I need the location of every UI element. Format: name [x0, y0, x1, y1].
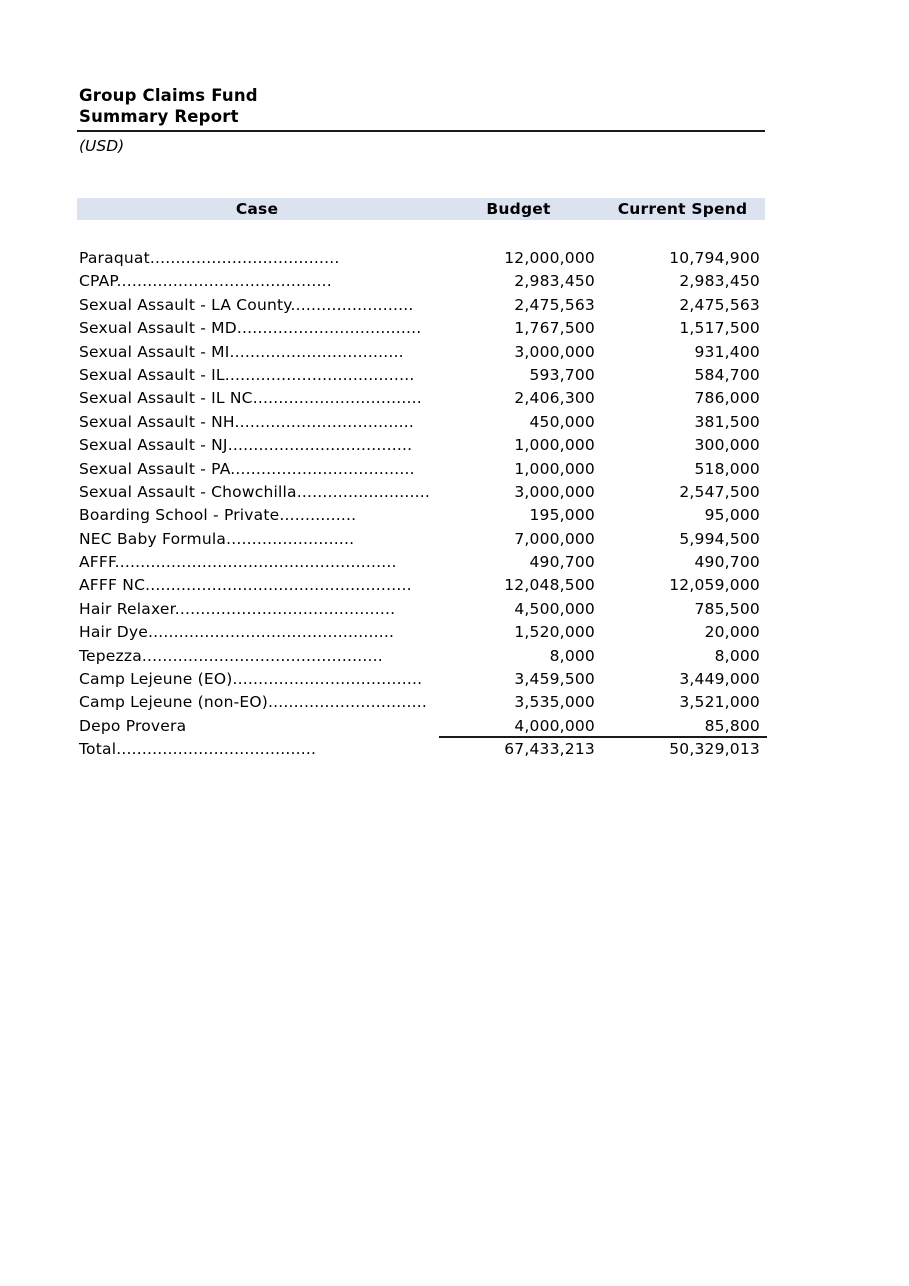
budget-cell: 2,475,563 [514, 295, 595, 314]
table-row: Hair Relaxer............................… [77, 598, 765, 621]
report-subtitle: Summary Report [79, 107, 239, 126]
current-spend-cell: 95,000 [704, 506, 760, 525]
case-cell: Tepezza.................................… [79, 646, 383, 665]
case-cell: Sexual Assault - Chowchilla.............… [79, 482, 431, 501]
table-row: Sexual Assault - MD.....................… [77, 317, 765, 340]
budget-cell: 3,535,000 [514, 693, 595, 712]
table-row: Sexual Assault - NJ.....................… [77, 434, 765, 457]
table-body: Paraquat................................… [77, 247, 767, 762]
case-cell: Sexual Assault - NJ.....................… [79, 436, 413, 455]
current-spend-cell: 2,475,563 [679, 295, 760, 314]
budget-cell: 4,000,000 [439, 715, 602, 739]
table-row: Hair Dye................................… [77, 621, 765, 644]
budget-cell: 1,000,000 [514, 459, 595, 478]
current-spend-cell: 584,700 [694, 365, 760, 384]
case-cell: Hair Dye................................… [79, 623, 395, 642]
current-spend-cell: 20,000 [704, 623, 760, 642]
budget-cell: 2,406,300 [514, 389, 595, 408]
budget-cell: 490,700 [529, 553, 595, 572]
table-row: AFFF NC.................................… [77, 574, 765, 597]
report-title-block: Group Claims Fund Summary Report [77, 85, 765, 132]
budget-cell: 3,459,500 [514, 670, 595, 689]
case-cell: Sexual Assault - IL.....................… [79, 365, 415, 384]
current-spend-cell: 381,500 [694, 412, 760, 431]
case-cell: Sexual Assault - MI.....................… [79, 342, 404, 361]
table-row: Camp Lejeune (EO).......................… [77, 668, 765, 691]
case-cell: Boarding School - Private............... [79, 506, 357, 525]
case-cell: Paraquat................................… [79, 249, 340, 267]
current-spend-cell: 785,500 [694, 599, 760, 618]
current-spend-cell: 3,521,000 [679, 693, 760, 712]
budget-cell: 3,000,000 [514, 482, 595, 501]
table-row: Sexual Assault - Chowchilla.............… [77, 481, 765, 504]
column-header-case: Case [235, 200, 279, 218]
case-cell: Total...................................… [79, 740, 317, 759]
table-row: Sexual Assault - PA.....................… [77, 458, 765, 481]
budget-cell: 195,000 [529, 506, 595, 525]
column-header-current-spend: Current Spend [617, 200, 748, 218]
current-spend-cell: 8,000 [714, 646, 760, 665]
table-row: Boarding School - Private...............… [77, 504, 765, 527]
case-cell: Sexual Assault - IL NC..................… [79, 389, 422, 408]
budget-cell: 12,048,500 [504, 576, 595, 595]
budget-cell: 7,000,000 [514, 529, 595, 548]
budget-cell: 4,500,000 [514, 599, 595, 618]
table-row: Camp Lejeune (non-EO)...................… [77, 691, 765, 714]
column-header-budget: Budget [486, 200, 551, 218]
case-cell: Sexual Assault - LA County..............… [79, 295, 414, 314]
case-cell: Sexual Assault - MD.....................… [79, 319, 422, 338]
currency-note: (USD) [79, 137, 125, 155]
table-row: Sexual Assault - IL.....................… [77, 364, 765, 387]
table-row: Tepezza.................................… [77, 645, 765, 668]
budget-cell: 1,000,000 [514, 436, 595, 455]
current-spend-cell: 50,329,013 [669, 740, 760, 759]
table-row: Sexual Assault - NH.....................… [77, 411, 765, 434]
current-spend-cell: 490,700 [694, 553, 760, 572]
budget-cell: 8,000 [549, 646, 595, 665]
table-row: Sexual Assault - IL NC..................… [77, 387, 765, 410]
budget-cell: 12,000,000 [504, 249, 595, 267]
current-spend-cell: 10,794,900 [669, 249, 760, 267]
table-row: Depo Provera 4,000,000 85,800 [77, 715, 767, 739]
budget-cell: 593,700 [529, 365, 595, 384]
current-spend-cell: 931,400 [694, 342, 760, 361]
table-row: Sexual Assault - MI.....................… [77, 341, 765, 364]
case-cell: Depo Provera [79, 716, 187, 735]
table-row: Total...................................… [77, 738, 765, 761]
table-row: NEC Baby Formula........................… [77, 528, 765, 551]
case-cell: Hair Relaxer............................… [79, 599, 396, 618]
budget-cell: 3,000,000 [514, 342, 595, 361]
table-row: CPAP....................................… [77, 270, 765, 293]
table-row: AFFF....................................… [77, 551, 765, 574]
table-row: Paraquat................................… [77, 247, 765, 270]
current-spend-cell: 3,449,000 [679, 670, 760, 689]
case-cell: Sexual Assault - NH.....................… [79, 412, 414, 431]
current-spend-cell: 300,000 [694, 436, 760, 455]
current-spend-cell: 12,059,000 [669, 576, 760, 595]
table-row: Sexual Assault - LA County..............… [77, 294, 765, 317]
current-spend-cell: 1,517,500 [679, 319, 760, 338]
case-cell: NEC Baby Formula........................… [79, 529, 355, 548]
current-spend-cell: 786,000 [694, 389, 760, 408]
current-spend-cell: 2,547,500 [679, 482, 760, 501]
case-cell: AFFF....................................… [79, 553, 397, 572]
budget-cell: 67,433,213 [504, 740, 595, 759]
budget-cell: 1,767,500 [514, 319, 595, 338]
case-cell: Camp Lejeune (non-EO)...................… [79, 693, 427, 712]
budget-cell: 2,983,450 [514, 272, 595, 291]
report-page: Group Claims Fund Summary Report (USD) C… [77, 85, 767, 762]
budget-cell: 450,000 [529, 412, 595, 431]
case-cell: AFFF NC.................................… [79, 576, 412, 595]
case-cell: CPAP....................................… [79, 272, 332, 291]
case-cell: Camp Lejeune (EO).......................… [79, 670, 423, 689]
report-title: Group Claims Fund [79, 86, 258, 105]
current-spend-cell: 5,994,500 [679, 529, 760, 548]
case-cell: Sexual Assault - PA.....................… [79, 459, 415, 478]
table-header-row: Case Budget Current Spend [77, 198, 765, 220]
budget-cell: 1,520,000 [514, 623, 595, 642]
current-spend-cell: 2,983,450 [679, 272, 760, 291]
current-spend-cell: 518,000 [694, 459, 760, 478]
current-spend-cell: 85,800 [602, 715, 767, 739]
